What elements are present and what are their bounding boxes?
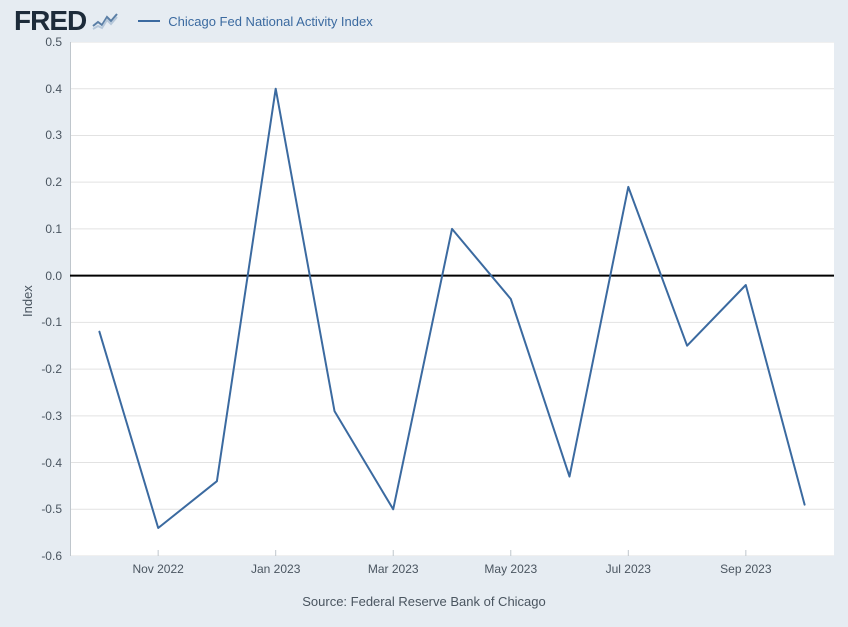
- x-tick-label: Jan 2023: [251, 562, 300, 576]
- chart-header: FRED Chicago Fed National Activity Index: [14, 6, 373, 36]
- legend: Chicago Fed National Activity Index: [138, 14, 373, 29]
- y-tick-label: 0.2: [45, 175, 62, 189]
- x-tick-label: May 2023: [484, 562, 537, 576]
- y-axis-label: Index: [20, 285, 35, 317]
- y-tick-label: -0.4: [41, 456, 62, 470]
- plot-svg: [70, 42, 834, 556]
- source-text: Source: Federal Reserve Bank of Chicago: [302, 594, 546, 609]
- x-tick-label: Mar 2023: [368, 562, 419, 576]
- y-tick-label: 0.5: [45, 35, 62, 49]
- source-attribution: Source: Federal Reserve Bank of Chicago: [0, 594, 848, 609]
- plot-area: [70, 42, 834, 556]
- legend-swatch: [138, 20, 160, 22]
- legend-label: Chicago Fed National Activity Index: [168, 14, 373, 29]
- y-tick-label: 0.3: [45, 128, 62, 142]
- y-tick-label: 0.0: [45, 269, 62, 283]
- y-tick-label: -0.3: [41, 409, 62, 423]
- x-tick-label: Jul 2023: [606, 562, 651, 576]
- y-tick-label: -0.5: [41, 502, 62, 516]
- fred-logo: FRED: [14, 5, 132, 37]
- y-tick-label: -0.6: [41, 549, 62, 563]
- y-tick-label: 0.4: [45, 82, 62, 96]
- x-tick-label: Nov 2022: [132, 562, 183, 576]
- fred-chart: FRED Chicago Fed National Activity Index…: [0, 0, 848, 627]
- y-tick-label: -0.1: [41, 315, 62, 329]
- y-tick-label: 0.1: [45, 222, 62, 236]
- fred-logo-icon: [92, 12, 118, 30]
- y-tick-label: -0.2: [41, 362, 62, 376]
- fred-logo-text: FRED: [14, 5, 86, 37]
- x-tick-label: Sep 2023: [720, 562, 771, 576]
